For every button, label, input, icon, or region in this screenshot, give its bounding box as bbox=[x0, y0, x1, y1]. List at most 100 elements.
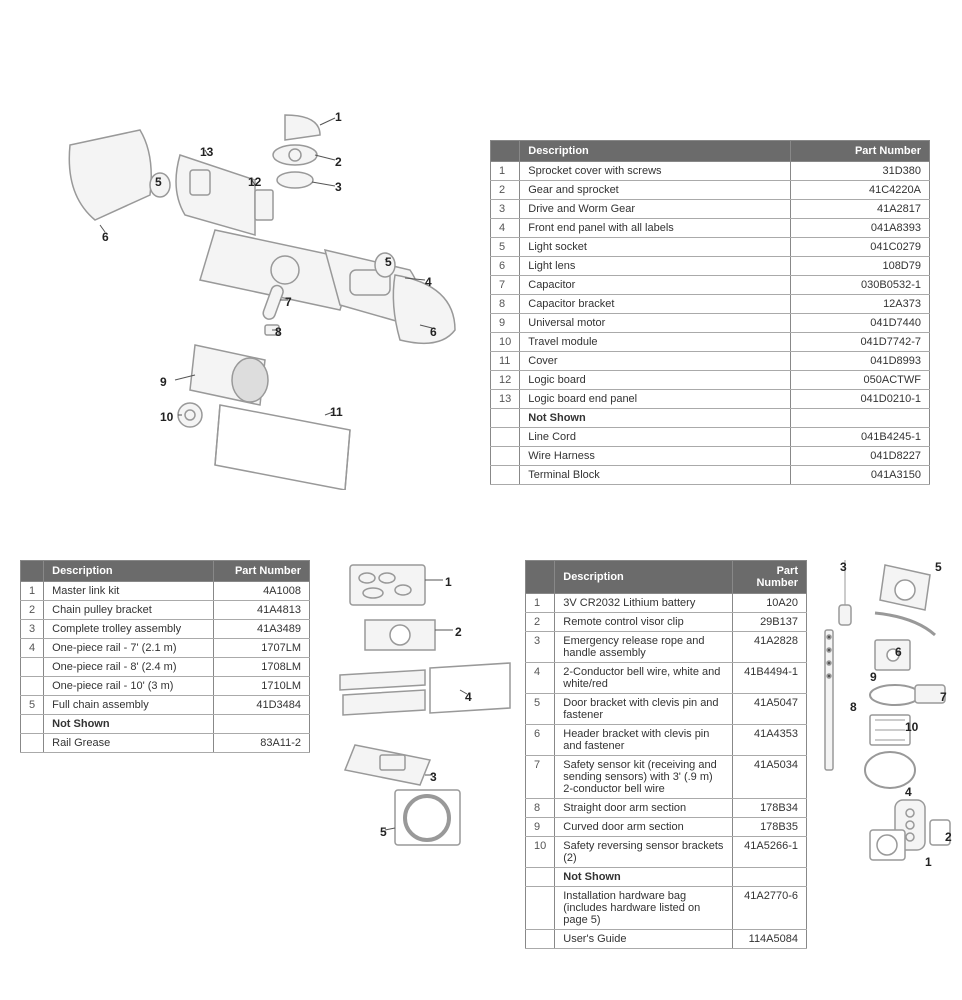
row-pn: 041D0210-1 bbox=[791, 390, 930, 409]
row-desc: Installation hardware bag (includes hard… bbox=[555, 887, 732, 930]
row-pn: 041D8227 bbox=[791, 447, 930, 466]
table-row: 11Cover041D8993 bbox=[491, 352, 930, 371]
row-desc: Capacitor bracket bbox=[520, 295, 791, 314]
table-row: 3Drive and Worm Gear41A2817 bbox=[491, 200, 930, 219]
callout-label: 11 bbox=[330, 405, 343, 419]
row-desc: Full chain assembly bbox=[44, 696, 213, 715]
callout-label: 6 bbox=[430, 325, 437, 339]
row-desc: Emergency release rope and handle assemb… bbox=[555, 632, 732, 663]
row-pn: 41A5034 bbox=[732, 756, 806, 799]
row-pn: 41B4494-1 bbox=[732, 663, 806, 694]
rail-parts-body: 1Master link kit4A10082Chain pulley brac… bbox=[21, 582, 310, 753]
table-row: 8Straight door arm section178B34 bbox=[526, 799, 807, 818]
table-row: 5Door bracket with clevis pin and fasten… bbox=[526, 694, 807, 725]
row-pn: 1707LM bbox=[213, 639, 309, 658]
row-desc: Logic board bbox=[520, 371, 791, 390]
callout-label: 4 bbox=[905, 785, 912, 799]
table-row: Line Cord041B4245-1 bbox=[491, 428, 930, 447]
row-desc: Straight door arm section bbox=[555, 799, 732, 818]
row-num: 7 bbox=[526, 756, 555, 799]
table-row: User's Guide114A5084 bbox=[526, 930, 807, 949]
col-blank bbox=[491, 141, 520, 162]
motor-parts-table: Description Part Number 1Sprocket cover … bbox=[490, 140, 930, 485]
row-desc: Curved door arm section bbox=[555, 818, 732, 837]
table-row: 3Complete trolley assembly41A3489 bbox=[21, 620, 310, 639]
row-num: 10 bbox=[526, 837, 555, 868]
table-row: 5Light socket041C0279 bbox=[491, 238, 930, 257]
motor-unit-diagram: 1234556678910111213 bbox=[60, 100, 460, 490]
row-pn: 41D3484 bbox=[213, 696, 309, 715]
callout-label: 2 bbox=[455, 625, 462, 639]
row-desc: Travel module bbox=[520, 333, 791, 352]
row-pn: 041D7440 bbox=[791, 314, 930, 333]
row-num: 11 bbox=[491, 352, 520, 371]
callout-label: 4 bbox=[465, 690, 472, 704]
row-pn: 041A3150 bbox=[791, 466, 930, 485]
row-pn: 41A4813 bbox=[213, 601, 309, 620]
col-description: Description bbox=[520, 141, 791, 162]
row-num: 5 bbox=[21, 696, 44, 715]
row-pn: 030B0532-1 bbox=[791, 276, 930, 295]
row-pn: 050ACTWF bbox=[791, 371, 930, 390]
row-pn: 041A8393 bbox=[791, 219, 930, 238]
row-pn: 41A5047 bbox=[732, 694, 806, 725]
row-desc: Terminal Block bbox=[520, 466, 791, 485]
callout-label: 5 bbox=[385, 255, 392, 269]
callout-label: 8 bbox=[850, 700, 857, 714]
row-num: 4 bbox=[526, 663, 555, 694]
row-num: 13 bbox=[491, 390, 520, 409]
row-pn: 41A2817 bbox=[791, 200, 930, 219]
row-desc: Rail Grease bbox=[44, 734, 213, 753]
table-row: Terminal Block041A3150 bbox=[491, 466, 930, 485]
row-num: 4 bbox=[21, 639, 44, 658]
row-num: 9 bbox=[491, 314, 520, 333]
table-row: 2Gear and sprocket41C4220A bbox=[491, 181, 930, 200]
table-row: Rail Grease83A11-2 bbox=[21, 734, 310, 753]
row-pn: 29B137 bbox=[732, 613, 806, 632]
row-pn: 41A2828 bbox=[732, 632, 806, 663]
callout-label: 2 bbox=[335, 155, 342, 169]
motor-parts-body: 1Sprocket cover with screws31D3802Gear a… bbox=[491, 162, 930, 485]
row-num: 6 bbox=[491, 257, 520, 276]
callout-label: 2 bbox=[945, 830, 952, 844]
not-shown-label: Not Shown bbox=[555, 868, 732, 887]
row-num bbox=[21, 677, 44, 696]
row-desc: Header bracket with clevis pin and faste… bbox=[555, 725, 732, 756]
col-part-number: Part Number bbox=[791, 141, 930, 162]
not-shown-label: Not Shown bbox=[44, 715, 213, 734]
callout-label: 1 bbox=[925, 855, 932, 869]
table-row: Wire Harness041D8227 bbox=[491, 447, 930, 466]
row-pn: 31D380 bbox=[791, 162, 930, 181]
callout-label: 5 bbox=[380, 825, 387, 839]
row-pn: 41A4353 bbox=[732, 725, 806, 756]
row-num: 12 bbox=[491, 371, 520, 390]
row-desc: One-piece rail - 7' (2.1 m) bbox=[44, 639, 213, 658]
row-num: 6 bbox=[526, 725, 555, 756]
row-pn: 41A3489 bbox=[213, 620, 309, 639]
col-blank bbox=[526, 561, 555, 594]
row-pn: 041B4245-1 bbox=[791, 428, 930, 447]
row-desc: Universal motor bbox=[520, 314, 791, 333]
row-desc: 3V CR2032 Lithium battery bbox=[555, 594, 732, 613]
table-row: 6Header bracket with clevis pin and fast… bbox=[526, 725, 807, 756]
table-row: 4One-piece rail - 7' (2.1 m)1707LM bbox=[21, 639, 310, 658]
row-desc: Safety reversing sensor brackets (2) bbox=[555, 837, 732, 868]
table-row: 2Chain pulley bracket41A4813 bbox=[21, 601, 310, 620]
row-pn: 12A373 bbox=[791, 295, 930, 314]
col-part-number: Part Number bbox=[732, 561, 806, 594]
table-row: One-piece rail - 10' (3 m)1710LM bbox=[21, 677, 310, 696]
row-num: 1 bbox=[21, 582, 44, 601]
table-row: 9Universal motor041D7440 bbox=[491, 314, 930, 333]
callout-label: 3 bbox=[335, 180, 342, 194]
callout-label: 10 bbox=[905, 720, 918, 734]
callout-label: 10 bbox=[160, 410, 173, 424]
callout-label: 5 bbox=[935, 560, 942, 574]
row-desc: Safety sensor kit (receiving and sending… bbox=[555, 756, 732, 799]
row-desc: Remote control visor clip bbox=[555, 613, 732, 632]
row-desc: Chain pulley bracket bbox=[44, 601, 213, 620]
row-desc: Door bracket with clevis pin and fastene… bbox=[555, 694, 732, 725]
accessory-parts-table: Description Part Number 13V CR2032 Lithi… bbox=[525, 560, 807, 949]
callout-label: 1 bbox=[445, 575, 452, 589]
row-desc: Line Cord bbox=[520, 428, 791, 447]
table-row: 1Master link kit4A1008 bbox=[21, 582, 310, 601]
